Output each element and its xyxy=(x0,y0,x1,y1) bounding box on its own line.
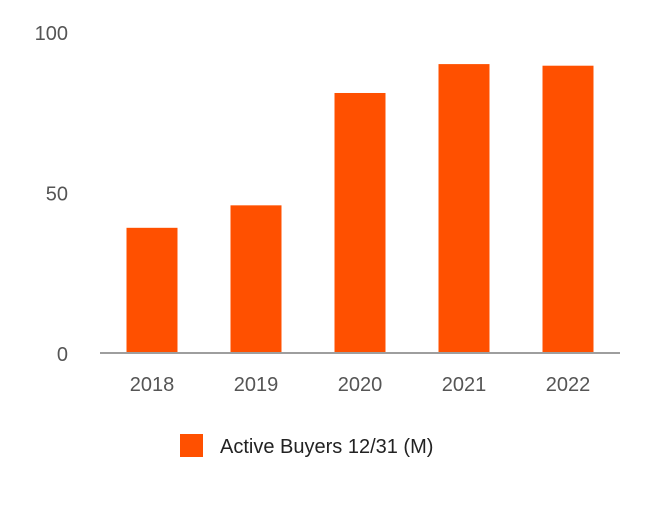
x-tick-label-2021: 2021 xyxy=(442,374,487,396)
bars-group xyxy=(126,64,594,354)
y-axis-ticks: 0 50 100 xyxy=(35,23,68,366)
y-tick-label-100: 100 xyxy=(35,23,68,45)
legend-label: Active Buyers 12/31 (M) xyxy=(220,436,433,458)
y-tick-label-50: 50 xyxy=(46,184,68,206)
bar-2020 xyxy=(334,92,386,354)
legend-swatch xyxy=(180,434,203,457)
legend: Active Buyers 12/31 (M) xyxy=(180,434,433,458)
y-tick-label-0: 0 xyxy=(57,344,68,366)
bar-2022 xyxy=(542,65,594,353)
bar-2019 xyxy=(230,205,282,353)
bar-2018 xyxy=(126,227,178,353)
x-axis-ticks: 2018 2019 2020 2021 2022 xyxy=(130,374,591,396)
x-tick-label-2020: 2020 xyxy=(338,374,383,396)
x-tick-label-2019: 2019 xyxy=(234,374,279,396)
x-tick-label-2018: 2018 xyxy=(130,374,175,396)
bar-2021 xyxy=(438,64,490,353)
x-tick-label-2022: 2022 xyxy=(546,374,591,396)
